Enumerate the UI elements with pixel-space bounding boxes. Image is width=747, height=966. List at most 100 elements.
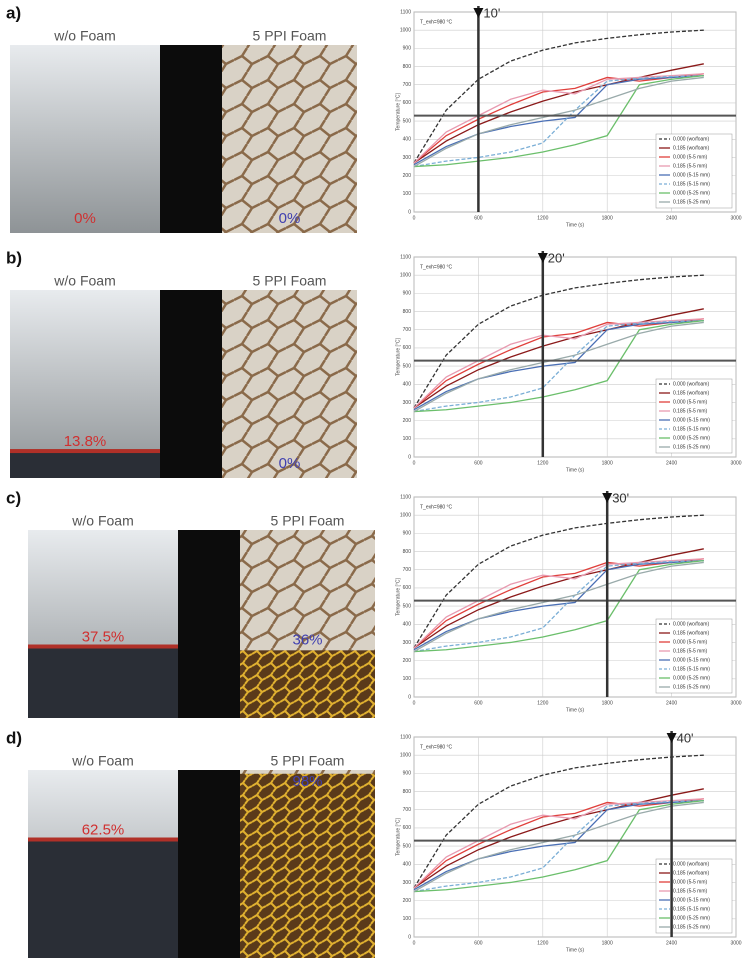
x-tick-label: 0 — [413, 940, 416, 946]
legend-label: 0.185 (5-25 mm) — [673, 684, 710, 690]
x-tick-label: 3000 — [730, 940, 741, 946]
legend-label: 0.000 (wo/foam) — [673, 621, 709, 627]
y-tick-label: 1100 — [400, 254, 411, 260]
melt-level — [240, 773, 375, 958]
y-tick-label: 200 — [403, 173, 412, 179]
legend-box — [655, 618, 733, 694]
photo-separator — [178, 530, 240, 718]
marker-arrow — [537, 253, 548, 263]
x-tick-label: 2400 — [666, 215, 677, 221]
series-line — [413, 799, 704, 891]
photo-caption: 5 PPI Foam — [271, 753, 345, 769]
legend-label: 0.185 (5-15 mm) — [673, 181, 710, 187]
series-line — [413, 799, 704, 893]
legend-box — [655, 378, 733, 454]
y-tick-label: 0 — [408, 454, 411, 460]
series-line — [413, 319, 704, 411]
legend-label: 0.000 (5-15 mm) — [673, 897, 710, 903]
y-tick-label: 100 — [403, 191, 412, 197]
panel-label: b) — [6, 248, 22, 267]
y-axis-label: Temperature [°C] — [395, 577, 401, 615]
series-line — [413, 76, 704, 168]
y-tick-label: 900 — [403, 531, 412, 537]
x-tick-label: 1200 — [537, 215, 548, 221]
y-tick-label: 800 — [403, 789, 412, 795]
photo-caption: w/o Foam — [71, 753, 133, 769]
photo-separator — [178, 770, 240, 958]
y-tick-label: 400 — [403, 382, 412, 388]
series-line — [413, 788, 704, 889]
legend-label: 0.000 (5-5 mm) — [673, 399, 708, 405]
photo-separator — [160, 45, 222, 233]
series-line — [413, 558, 704, 649]
photo-empty-tube — [10, 290, 160, 478]
y-tick-label: 300 — [403, 640, 412, 646]
x-tick-label: 2400 — [666, 940, 677, 946]
x-tick-label: 3000 — [730, 700, 741, 706]
x-tick-label: 2400 — [666, 700, 677, 706]
series-line — [413, 74, 704, 168]
melt-percentage: 0% — [279, 455, 301, 472]
melt-level — [10, 452, 160, 478]
legend-label: 0.185 (5-5 mm) — [673, 163, 708, 169]
series-line — [413, 73, 704, 164]
x-tick-label: 0 — [413, 700, 416, 706]
series-line — [413, 559, 704, 653]
x-tick-label: 3000 — [730, 215, 741, 221]
series-line — [413, 73, 704, 164]
melt-percentage: 36% — [292, 631, 322, 648]
x-tick-label: 3000 — [730, 460, 741, 466]
legend-label: 0.000 (5-25 mm) — [673, 675, 710, 681]
y-tick-label: 200 — [403, 898, 412, 904]
series-line — [413, 559, 704, 653]
series-line — [413, 514, 704, 649]
y-axis-label: Temperature [°C] — [395, 337, 401, 375]
x-tick-label: 600 — [474, 940, 483, 946]
series-line — [413, 561, 704, 653]
photo-separator — [160, 290, 222, 478]
y-axis-label: Temperature [°C] — [395, 817, 401, 855]
photo-caption: w/o Foam — [53, 28, 115, 44]
x-axis-label: Time (s) — [566, 707, 584, 713]
legend-label: 0.000 (5-25 mm) — [673, 190, 710, 196]
annotation: T_exh=980 °C — [420, 504, 453, 510]
y-tick-label: 1000 — [400, 273, 411, 279]
marker-label: 10' — [483, 5, 500, 20]
photo-caption: 5 PPI Foam — [253, 28, 327, 44]
series-line — [413, 74, 704, 168]
y-tick-label: 1100 — [400, 9, 411, 15]
y-tick-label: 800 — [403, 309, 412, 315]
series-line — [413, 798, 704, 889]
legend-label: 0.185 (5-25 mm) — [673, 199, 710, 205]
y-tick-label: 800 — [403, 64, 412, 70]
marker-arrow — [602, 493, 613, 503]
annotation: T_exh=980 °C — [420, 744, 453, 750]
y-tick-label: 200 — [403, 418, 412, 424]
y-tick-label: 400 — [403, 137, 412, 143]
x-axis-label: Time (s) — [566, 222, 584, 228]
y-tick-label: 0 — [408, 209, 411, 215]
x-tick-label: 1800 — [602, 940, 613, 946]
x-axis-label: Time (s) — [566, 467, 584, 473]
series-line — [413, 801, 704, 893]
x-tick-label: 1200 — [537, 700, 548, 706]
y-tick-label: 700 — [403, 567, 412, 573]
y-tick-label: 900 — [403, 771, 412, 777]
photo-foam-tube — [222, 45, 357, 233]
y-tick-label: 400 — [403, 862, 412, 868]
photo-caption: 5 PPI Foam — [253, 273, 327, 289]
legend-label: 0.000 (wo/foam) — [673, 136, 709, 142]
y-tick-label: 0 — [408, 694, 411, 700]
panel-label: a) — [6, 3, 21, 22]
x-tick-label: 1200 — [537, 460, 548, 466]
series-line — [413, 274, 704, 409]
panel-label: d) — [6, 728, 22, 747]
legend-box — [655, 133, 733, 209]
photo-foam-tube — [222, 290, 357, 478]
legend-label: 0.185 (5-5 mm) — [673, 648, 708, 654]
legend-label: 0.000 (wo/foam) — [673, 861, 709, 867]
legend-label: 0.185 (wo/foam) — [673, 145, 709, 151]
series-line — [413, 319, 704, 413]
legend-label: 0.000 (5-15 mm) — [673, 657, 710, 663]
y-tick-label: 100 — [403, 676, 412, 682]
